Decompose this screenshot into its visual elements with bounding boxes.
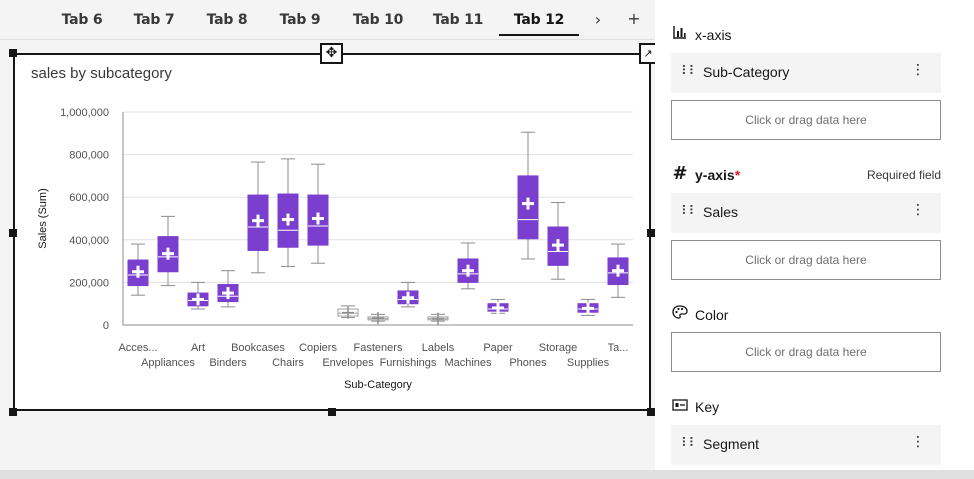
- add-icon[interactable]: +: [627, 9, 641, 28]
- x-tick-label: Storage: [539, 342, 578, 354]
- x-tick-label: Furnishings: [380, 357, 437, 369]
- color-label: Color: [695, 307, 729, 323]
- x-tick-label: Phones: [509, 357, 547, 369]
- overflow-menu-icon[interactable]: ⋮: [911, 202, 925, 218]
- x-tick-label: Envelopes: [322, 357, 374, 369]
- x-tick-label: Chairs: [272, 357, 304, 369]
- chart-title: sales by subcategory: [31, 65, 172, 82]
- x-tick-label: Acces...: [118, 342, 157, 354]
- y-tick-label: 600,000: [69, 192, 109, 204]
- drag-handle-icon[interactable]: ⠇⠇: [681, 436, 698, 451]
- chart-widget[interactable]: sales by subcategory 1,000,000 800,000 600…: [13, 53, 651, 411]
- resize-handle-right[interactable]: [647, 229, 655, 237]
- tab-12[interactable]: Tab 12: [499, 0, 579, 40]
- y-tick-label: 400,000: [69, 235, 109, 247]
- y-tick-label: 1,000,000: [60, 107, 109, 119]
- tab-bar: Tab 6 Tab 7 Tab 8 Tab 9 Tab 10 Tab 11 Ta…: [0, 0, 655, 40]
- drag-handle-icon[interactable]: ⠇⠇: [681, 204, 698, 219]
- key-field-label: Segment: [703, 436, 760, 452]
- drag-handle-icon[interactable]: ⠇⠇: [681, 64, 698, 79]
- xaxis-dropzone[interactable]: Click or drag data here: [671, 100, 941, 140]
- move-icon[interactable]: ✥: [320, 43, 343, 64]
- yaxis-label: y-axis*: [695, 167, 740, 183]
- tab-10[interactable]: Tab 10: [352, 12, 404, 28]
- resize-handle-bottom-right[interactable]: [647, 408, 655, 416]
- tab-8[interactable]: Tab 8: [206, 12, 248, 28]
- x-tick-label: Labels: [422, 342, 455, 354]
- color-dropzone[interactable]: Click or drag data here: [671, 332, 941, 372]
- x-tick-label: Machines: [444, 357, 492, 369]
- x-tick-label: Fasteners: [354, 342, 403, 354]
- palette-icon: [671, 305, 689, 323]
- resize-handle-bottom[interactable]: [328, 408, 336, 416]
- resize-handle-top-left[interactable]: [9, 49, 17, 57]
- overflow-menu-icon[interactable]: ⋮: [911, 434, 925, 450]
- yaxis-field-label: Sales: [703, 204, 739, 220]
- resize-handle-left[interactable]: [9, 229, 17, 237]
- x-tick-label: Bookcases: [231, 342, 285, 354]
- overflow-menu-icon[interactable]: ⋮: [911, 62, 925, 78]
- boxplot-chart: 1,000,000 800,000 600,000 400,000 200,000 0 Sa…: [37, 107, 633, 391]
- resize-handle-bottom-left[interactable]: [9, 408, 17, 416]
- canvas-area: Tab 6 Tab 7 Tab 8 Tab 9 Tab 10 Tab 11 Ta…: [0, 0, 657, 416]
- x-tick-label: Binders: [209, 357, 247, 369]
- chevron-right-icon[interactable]: ›: [594, 10, 602, 29]
- x-tick-label: Supplies: [567, 357, 610, 369]
- x-tick-label: Appliances: [141, 357, 195, 369]
- key-icon: [671, 398, 689, 416]
- tab-6[interactable]: Tab 6: [61, 12, 103, 28]
- xaxis-field-label: Sub-Category: [703, 64, 790, 80]
- key-field-chip[interactable]: ⠇⠇ Segment ⋮: [671, 425, 941, 465]
- horizontal-scrollbar[interactable]: [0, 470, 974, 479]
- yaxis-label-text: y-axis: [695, 167, 735, 183]
- tab-7[interactable]: Tab 7: [133, 12, 175, 28]
- y-tick-label: 800,000: [69, 150, 109, 162]
- required-star: *: [734, 167, 741, 183]
- x-tick-label: Copiers: [299, 342, 337, 354]
- tab-9[interactable]: Tab 9: [279, 12, 321, 28]
- y-tick-label: 200,000: [69, 277, 109, 289]
- key-label: Key: [695, 399, 720, 415]
- xaxis-label: x-axis: [695, 27, 732, 43]
- hash-icon: #: [672, 163, 688, 184]
- xaxis-field-chip[interactable]: ⠇⠇ Sub-Category ⋮: [671, 53, 941, 93]
- x-axis-title: Sub-Category: [344, 379, 412, 391]
- tab-11[interactable]: Tab 11: [432, 12, 484, 28]
- x-tick-label: Ta...: [608, 342, 629, 354]
- bar-chart-icon: [671, 25, 689, 43]
- yaxis-field-chip[interactable]: ⠇⠇ Sales ⋮: [671, 193, 941, 233]
- required-note: Required field: [866, 168, 941, 182]
- x-tick-label: Art: [191, 342, 205, 354]
- y-tick-label: 0: [103, 320, 109, 332]
- field-panel: x-axis ⠇⠇ Sub-Category ⋮ Click or drag d…: [655, 0, 974, 470]
- y-axis-title: Sales (Sum): [37, 188, 49, 249]
- yaxis-dropzone[interactable]: Click or drag data here: [671, 240, 941, 280]
- x-tick-label: Paper: [483, 342, 513, 354]
